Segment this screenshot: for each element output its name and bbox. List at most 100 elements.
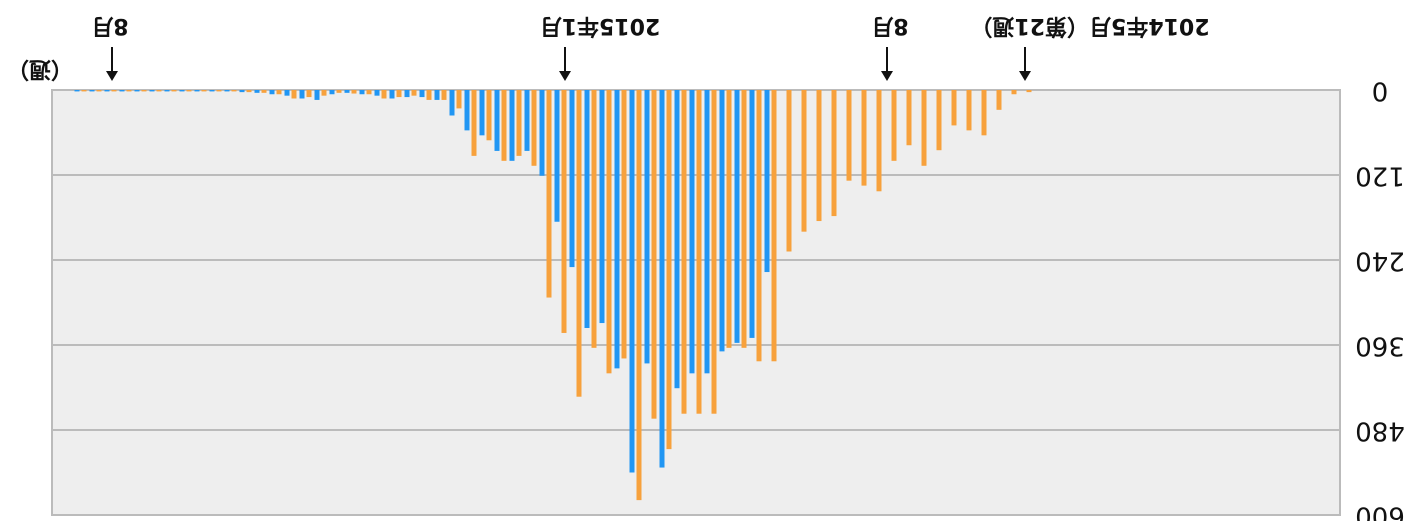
bar xyxy=(381,90,387,99)
bar xyxy=(764,90,770,273)
bar xyxy=(366,90,372,95)
bar xyxy=(554,90,560,222)
bar xyxy=(276,90,282,95)
annotation-arrowhead xyxy=(559,71,571,81)
bar xyxy=(621,90,627,359)
bar xyxy=(561,90,567,333)
bar xyxy=(239,90,245,93)
bar xyxy=(524,90,530,151)
bar xyxy=(906,90,912,146)
bar xyxy=(104,90,110,92)
bar xyxy=(126,90,132,92)
bar xyxy=(831,90,837,217)
bar xyxy=(981,90,987,136)
bar xyxy=(141,90,147,92)
bar xyxy=(336,90,342,93)
y-tick-label: 0 xyxy=(1372,76,1389,106)
bar xyxy=(546,90,552,298)
bar xyxy=(816,90,822,222)
bar xyxy=(156,90,162,92)
bar xyxy=(216,90,222,92)
bar xyxy=(111,90,117,92)
bar xyxy=(696,90,702,414)
y-tick-label: 600 xyxy=(1355,501,1405,521)
bar xyxy=(786,90,792,252)
bar xyxy=(996,90,1002,110)
bar xyxy=(134,90,140,92)
bar xyxy=(576,90,582,397)
bar xyxy=(531,90,537,166)
bar xyxy=(689,90,695,374)
x-unit: （週） xyxy=(7,56,73,81)
bar xyxy=(201,90,207,92)
bar xyxy=(441,90,447,100)
bar xyxy=(486,90,492,141)
bar xyxy=(771,90,777,362)
bar xyxy=(936,90,942,151)
bar xyxy=(449,90,455,116)
bar xyxy=(246,90,252,93)
bar xyxy=(599,90,605,324)
bar xyxy=(659,90,665,468)
bar xyxy=(966,90,972,131)
bar xyxy=(329,90,335,95)
bar xyxy=(861,90,867,186)
bar xyxy=(419,90,425,98)
annotation-arrowhead xyxy=(106,71,118,81)
bar xyxy=(149,90,155,92)
bar xyxy=(651,90,657,419)
bar xyxy=(74,90,80,92)
bar xyxy=(194,90,200,92)
annotation: 8月 xyxy=(91,13,128,38)
bar xyxy=(734,90,740,343)
bar xyxy=(644,90,650,364)
bar xyxy=(396,90,402,98)
bar xyxy=(1026,90,1032,93)
bar xyxy=(456,90,462,109)
bar xyxy=(374,90,380,96)
bar xyxy=(224,90,230,92)
bar xyxy=(209,90,215,92)
bar xyxy=(516,90,522,156)
bar xyxy=(741,90,747,348)
annotation-arrowhead xyxy=(1019,71,1031,81)
bar xyxy=(584,90,590,328)
bar xyxy=(719,90,725,352)
bar xyxy=(404,90,410,98)
bar xyxy=(591,90,597,348)
bar xyxy=(539,90,545,176)
bar xyxy=(891,90,897,161)
bar xyxy=(674,90,680,389)
bar xyxy=(726,90,732,348)
bar xyxy=(666,90,672,450)
bar xyxy=(284,90,290,96)
bar xyxy=(231,90,237,92)
bar xyxy=(629,90,635,473)
bar xyxy=(501,90,507,161)
bar xyxy=(471,90,477,156)
annotation-arrowhead xyxy=(881,71,893,81)
bar xyxy=(81,90,87,92)
bar xyxy=(351,90,357,94)
y-tick-label: 480 xyxy=(1355,416,1405,446)
bar xyxy=(389,90,395,99)
y-tick-label: 240 xyxy=(1355,246,1405,276)
bar xyxy=(509,90,515,161)
bar xyxy=(464,90,470,131)
bar xyxy=(681,90,687,414)
annotation: 2015年1月 xyxy=(540,13,661,39)
bar xyxy=(1011,90,1017,95)
bar xyxy=(411,90,417,96)
bar xyxy=(261,90,267,93)
bar xyxy=(89,90,95,92)
bar xyxy=(171,90,177,92)
bar xyxy=(344,90,350,93)
bar xyxy=(359,90,365,95)
bar xyxy=(711,90,717,414)
bar xyxy=(494,90,500,151)
bar xyxy=(951,90,957,126)
bar xyxy=(306,90,312,98)
bar xyxy=(269,90,275,95)
bar xyxy=(179,90,185,92)
bar xyxy=(96,90,102,92)
